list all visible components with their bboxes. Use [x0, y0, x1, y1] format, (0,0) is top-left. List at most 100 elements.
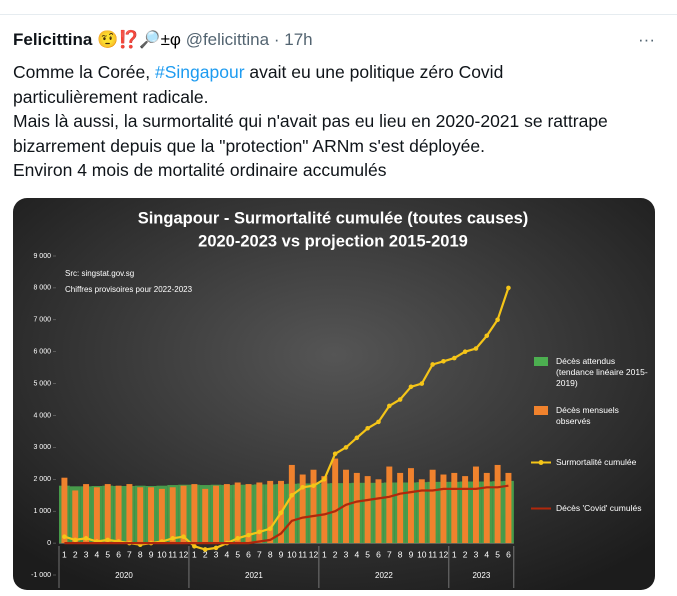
legend-swatch	[531, 507, 551, 510]
x-tick-label: 5	[365, 549, 370, 559]
legend-item: Surmortalité cumulée	[530, 457, 650, 468]
legend-label: Décès mensuels observés	[556, 405, 619, 426]
x-tick-label: 7	[257, 549, 262, 559]
marker	[202, 547, 208, 552]
x-tick-label: 6	[376, 549, 381, 559]
legend-label: Décès 'Covid' cumulés	[556, 503, 642, 513]
x-tick-label: 11	[168, 549, 177, 559]
bar	[332, 458, 339, 544]
x-tick-label: 9	[409, 549, 414, 559]
x-tick-label: 4	[95, 549, 100, 559]
handle[interactable]: @felicittina	[185, 30, 270, 49]
bar	[169, 487, 176, 544]
bar	[234, 482, 241, 544]
bar	[505, 472, 512, 544]
separator: ·	[273, 30, 280, 49]
x-tick-label: 10	[417, 549, 427, 559]
bar	[223, 484, 230, 544]
bar	[407, 468, 414, 544]
annotation: Chiffres provisoires pour 2022-2023	[65, 285, 193, 294]
marker	[365, 425, 370, 431]
legend-item: Décès attendus (tendance linéaire 2015-2…	[530, 356, 650, 389]
bar	[180, 485, 187, 544]
y-tick-label: -1 000	[31, 572, 51, 579]
marker	[322, 477, 327, 482]
marker	[192, 543, 197, 549]
x-tick-label: 3	[214, 549, 219, 559]
bar	[267, 480, 274, 544]
swatch	[534, 357, 548, 366]
more-menu[interactable]: ···	[638, 30, 655, 49]
badges: 🤨⁉️🔎±φ	[97, 30, 181, 49]
marker	[213, 545, 219, 551]
marker	[332, 451, 338, 457]
chart-image[interactable]: Singapour - Surmortalité cumulée (toutes…	[13, 198, 655, 590]
marker	[397, 397, 403, 402]
y-tick-label: 5 000	[33, 380, 51, 387]
marker	[343, 445, 349, 450]
bar	[494, 464, 501, 544]
y-tick-label: 0	[47, 540, 51, 547]
legend-swatch	[534, 357, 548, 366]
marker	[83, 536, 89, 541]
chart: Singapour - Surmortalité cumulée (toutes…	[13, 198, 655, 590]
marker	[300, 484, 305, 490]
marker	[419, 381, 425, 386]
marker	[430, 362, 435, 367]
x-tick-label: 2	[333, 549, 338, 559]
bar	[288, 464, 295, 544]
x-tick-label: 6	[116, 549, 121, 559]
chart-title: Singapour - Surmortalité cumulée (toutes…	[138, 209, 529, 227]
timestamp[interactable]: 17h	[284, 30, 313, 49]
paragraph: Comme la Corée, #Singapour avait eu une …	[13, 60, 625, 109]
bar	[343, 469, 349, 544]
marker	[506, 285, 511, 291]
text: Mais là aussi, la surmortalité qui n'ava…	[13, 111, 608, 156]
bar	[72, 490, 79, 544]
group-label: 2023	[472, 571, 490, 580]
marker	[170, 536, 176, 541]
marker	[451, 355, 457, 361]
marker	[257, 529, 262, 535]
y-tick-label: 8 000	[33, 285, 51, 292]
bar	[256, 482, 263, 544]
display-name[interactable]: Felicittina	[13, 30, 93, 49]
x-tick-label: 8	[398, 549, 403, 559]
chart-title: 2020-2023 vs projection 2015-2019	[198, 232, 468, 250]
swatch	[534, 406, 548, 415]
text: avait eu une politique zéro Covid partic…	[13, 62, 504, 107]
marker	[495, 317, 500, 323]
x-tick-label: 11	[428, 549, 437, 559]
bar	[126, 484, 133, 544]
legend-swatch	[534, 406, 548, 415]
tweet-text: Comme la Corée, #Singapour avait eu une …	[13, 60, 625, 183]
bar	[191, 484, 198, 544]
bar	[321, 476, 328, 544]
line	[64, 484, 509, 545]
divider	[0, 14, 677, 15]
paragraph: Environ 4 mois de mortalité ordinaire ac…	[13, 158, 625, 183]
marker	[311, 483, 316, 488]
x-tick-label: 5	[105, 549, 110, 559]
bar	[375, 479, 382, 544]
y-tick-label: 7 000	[33, 317, 51, 324]
bar	[483, 472, 490, 544]
x-tick-label: 4	[224, 549, 229, 559]
x-tick-label: 1	[452, 549, 457, 559]
x-tick-label: 12	[309, 549, 319, 559]
bar	[310, 469, 317, 544]
marker	[289, 492, 295, 498]
x-tick-label: 5	[495, 549, 500, 559]
bar	[202, 488, 209, 544]
x-tick-label: 3	[474, 549, 479, 559]
bar	[115, 485, 122, 544]
x-tick-label: 3	[84, 549, 89, 559]
x-tick-label: 2	[73, 549, 78, 559]
bar	[104, 484, 111, 544]
x-tick-label: 9	[279, 549, 284, 559]
hashtag[interactable]: #Singapour	[155, 62, 245, 82]
x-tick-label: 7	[127, 549, 132, 559]
annotation: Src: singstat.gov.sg	[65, 269, 134, 278]
legend-item: Décès mensuels observés	[530, 405, 650, 427]
x-tick-label: 11	[298, 549, 307, 559]
